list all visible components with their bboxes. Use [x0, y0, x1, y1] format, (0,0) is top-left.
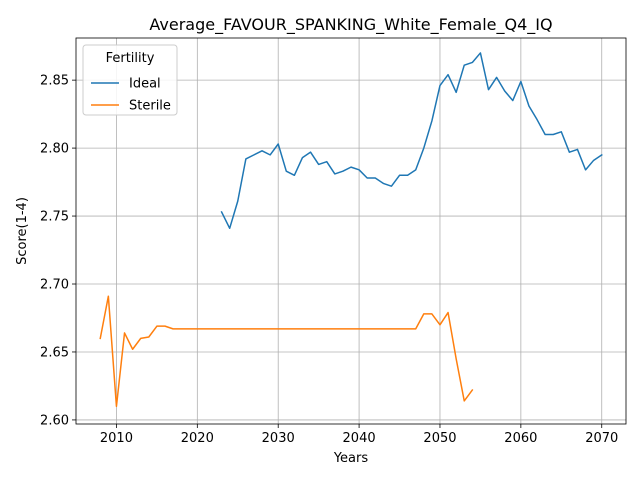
plot-frame: [75, 37, 627, 425]
legend-label-ideal: Ideal: [129, 77, 161, 92]
legend-label-sterile: Sterile: [129, 99, 171, 114]
legend: Fertility Ideal Sterile: [82, 44, 178, 116]
y-tick-label: 2.65: [40, 345, 69, 360]
x-tick-label: 2030: [262, 431, 295, 446]
legend-title: Fertility: [106, 51, 155, 66]
y-tick-label: 2.70: [40, 278, 69, 293]
x-tick-label: 2060: [504, 431, 537, 446]
chart-title: Average_FAVOUR_SPANKING_White_Female_Q4_…: [149, 15, 552, 35]
x-tick-label: 2070: [585, 431, 618, 446]
x-tick-label: 2010: [100, 431, 133, 446]
y-tick-label: 2.60: [40, 413, 69, 428]
y-axis-label: Score(1-4): [15, 197, 30, 265]
series-line-ideal: [220, 52, 603, 230]
x-tick-label: 2040: [343, 431, 376, 446]
x-tick-label: 2020: [181, 431, 214, 446]
series-line-sterile: [99, 295, 474, 408]
x-tick-label: 2050: [423, 431, 456, 446]
series-layer: [99, 52, 603, 408]
y-tick-label: 2.75: [40, 210, 69, 225]
y-tick-label: 2.80: [40, 142, 69, 157]
x-axis-label: Years: [333, 451, 369, 466]
grid: [76, 38, 626, 424]
legend-box: [82, 44, 178, 116]
y-tick-label: 2.85: [40, 74, 69, 89]
axis-ticks: 2010 2020 2030 2040 2050 2060 2070 2.60 2.65 2.70…: [40, 74, 618, 446]
